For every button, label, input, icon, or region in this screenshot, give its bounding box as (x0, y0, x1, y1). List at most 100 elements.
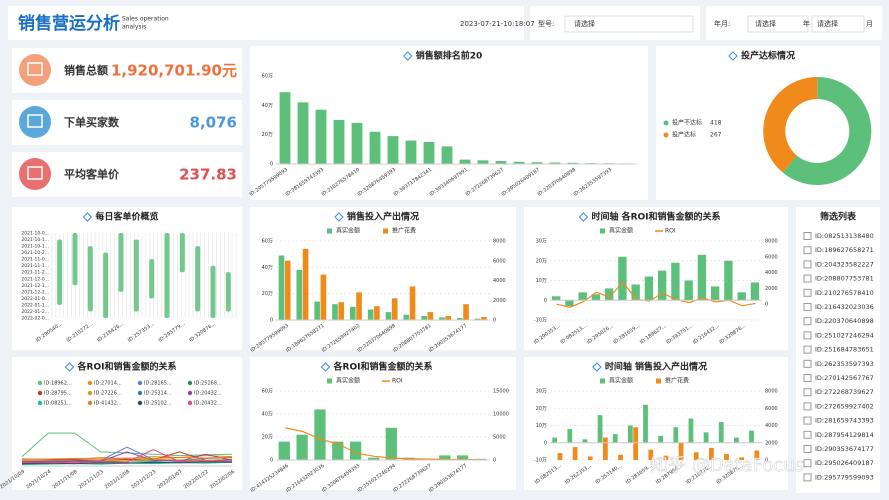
range-bar (72, 233, 78, 286)
checkbox[interactable] (803, 473, 812, 482)
y-tick-label: 4000 (765, 270, 778, 276)
range-bar (57, 239, 63, 305)
filter-item: ID:270142567767 (815, 374, 874, 382)
y-tick-label: 2021-10-0... (21, 231, 49, 237)
kpi-value: 237.83 (179, 166, 237, 184)
line (556, 281, 756, 308)
bar (671, 262, 680, 301)
bar (356, 292, 362, 320)
bar (565, 300, 574, 307)
bar (445, 316, 452, 320)
bar (587, 456, 593, 460)
y-tick-label: 40万 (262, 103, 273, 109)
checkbox[interactable] (803, 345, 812, 354)
filter-item: ID:189627658271 (815, 246, 874, 254)
legend-marker (383, 228, 388, 234)
y-tick-label: 8000 (765, 239, 778, 245)
bar (552, 437, 558, 443)
y-tick-label: 2021-10-2... (21, 250, 49, 256)
checkbox[interactable] (803, 303, 812, 311)
legend-marker (37, 380, 43, 386)
range-bar (195, 246, 201, 312)
bar (597, 415, 603, 443)
bar (423, 142, 435, 164)
bar (718, 422, 724, 443)
title-icon (403, 51, 413, 61)
chart-title: 各ROI和销售金额的关系 (333, 361, 433, 373)
y-tick-label: 2021-10-1... (21, 237, 49, 243)
bar (403, 314, 410, 320)
y-tick-label: 6000 (765, 406, 778, 412)
datetime: 2023-07-21-10:18:07 (460, 20, 535, 28)
bar (657, 270, 667, 301)
year-select[interactable] (747, 15, 809, 33)
filter-item: ID:272659927402 (815, 402, 874, 410)
y-tick-label: 4000 (765, 423, 778, 429)
checkbox[interactable] (803, 246, 812, 255)
y-tick-label: 5000 (493, 435, 506, 441)
bar (385, 427, 397, 460)
bar (591, 294, 601, 301)
kpi-icon (19, 54, 51, 86)
month-select[interactable] (811, 15, 865, 33)
legend-label: 投产不达标 (672, 119, 702, 127)
legend-marker (600, 378, 605, 384)
chart-title: 时间轴 销售投入产出情况 (605, 361, 707, 373)
legend-marker (327, 228, 332, 234)
checkbox[interactable] (803, 388, 812, 397)
title-icon (728, 51, 738, 61)
legend-label: 真实金额 (336, 377, 360, 385)
bar (710, 286, 720, 301)
checkbox[interactable] (803, 359, 812, 368)
kpi-icon-glyph (27, 114, 43, 128)
legend-label: 推广花费 (392, 227, 416, 235)
legend-marker (37, 400, 43, 406)
range-bar (103, 252, 109, 318)
filter-item: ID:295779599093 (815, 473, 874, 481)
legend-label: 推广花费 (665, 377, 689, 385)
bar (724, 260, 733, 301)
y-tick-label: 15000 (493, 389, 509, 395)
title-icon (320, 362, 331, 372)
bar (385, 312, 392, 320)
checkbox[interactable] (803, 430, 812, 439)
bar (481, 317, 487, 320)
checkbox[interactable] (803, 445, 812, 453)
checkbox[interactable] (803, 331, 812, 340)
checkbox[interactable] (803, 260, 812, 269)
checkbox[interactable] (803, 402, 812, 411)
legend-label: ID:28795... (44, 391, 72, 397)
bar (278, 441, 290, 460)
checkbox[interactable] (803, 459, 812, 468)
y-tick-label: 4000 (493, 278, 506, 284)
bar (314, 409, 326, 460)
checkbox[interactable] (803, 416, 812, 425)
y-tick-label: 2021-12-0... (21, 276, 49, 282)
checkbox[interactable] (803, 274, 812, 283)
bar (302, 248, 309, 320)
y-tick-label: 0 (544, 440, 547, 446)
checkbox[interactable] (803, 288, 812, 297)
checkbox[interactable] (803, 317, 812, 326)
title-icon (64, 362, 75, 372)
legend-label: ID:41432... (94, 401, 122, 407)
y-tick-label: 2022-01-0... (21, 296, 49, 302)
bar (333, 120, 345, 164)
bar (405, 140, 417, 164)
bar (754, 450, 760, 460)
model-select[interactable] (564, 15, 694, 33)
bar (459, 159, 471, 164)
bar (567, 428, 573, 443)
checkbox[interactable] (803, 232, 812, 240)
y-tick-label: 20万 (536, 406, 547, 412)
bar (297, 102, 309, 164)
range-bar (149, 259, 155, 299)
filter-item: ID:281659743393 (815, 417, 874, 425)
y-tick-label: 10万 (536, 278, 547, 284)
kpi-value: 1,920,701.90元 (111, 62, 237, 80)
bar (531, 162, 543, 164)
checkbox[interactable] (803, 374, 812, 382)
watermark: 知乎 @DataFocus (650, 455, 804, 476)
y-tick-label: 8000 (493, 239, 506, 245)
bar (739, 457, 745, 460)
